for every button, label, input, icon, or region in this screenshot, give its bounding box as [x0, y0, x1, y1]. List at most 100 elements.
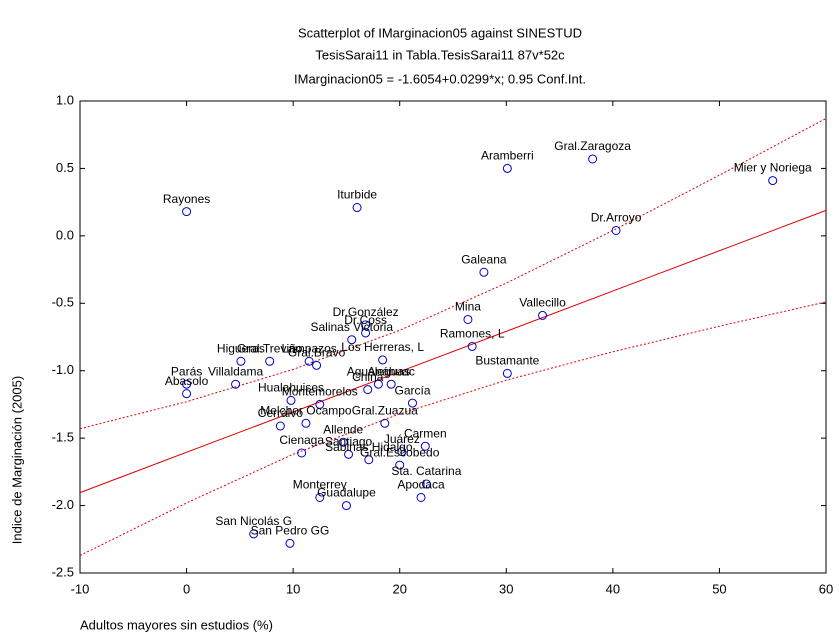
data-point [502, 368, 512, 378]
point-label: Gral.Zaragoza [554, 139, 631, 153]
data-point [297, 448, 307, 458]
data-point [397, 447, 407, 457]
point-label: Gral.Escobedo [360, 445, 440, 459]
y-tick-label: -2.0 [52, 497, 74, 512]
data-point [338, 437, 348, 447]
point-label: Anáhuac [368, 364, 415, 378]
point-label: Santiago [325, 434, 373, 448]
data-point [344, 449, 354, 459]
point-label: Lampazos [281, 341, 336, 355]
data-point [363, 385, 373, 395]
confidence-lower [79, 301, 827, 556]
data-point [373, 379, 383, 389]
point-label: Guadalupe [317, 486, 376, 500]
x-tick-label: 10 [286, 581, 300, 596]
data-point [420, 441, 430, 451]
fit-equation: IMarginacion05 = -1.6054+0.0299*x; 0.95 … [294, 71, 586, 86]
data-point [341, 501, 351, 511]
x-axis-title: Adultos mayores sin estudios (%) [80, 617, 273, 632]
point-label: Apodaca [397, 478, 445, 492]
data-point [416, 492, 426, 502]
data-point [312, 360, 322, 370]
data-point [408, 398, 418, 408]
data-point [378, 355, 388, 365]
data-point [463, 314, 473, 324]
point-label: Salinas Victoria [311, 320, 394, 334]
point-label: Dr.González [333, 305, 399, 319]
data-point [315, 492, 325, 502]
point-label: Hualahuises [258, 381, 324, 395]
point-label: Abasolo [165, 374, 209, 388]
data-point [285, 538, 295, 548]
point-label: Iturbide [337, 188, 377, 202]
data-point [380, 418, 390, 428]
point-label: Mina [455, 300, 481, 314]
data-point [467, 341, 477, 351]
data-point [182, 207, 192, 217]
point-label: Villaldama [208, 364, 263, 378]
y-tick-label: -1.0 [52, 362, 74, 377]
confidence-upper [79, 118, 827, 430]
point-label: Carmen [404, 426, 447, 440]
point-label: Melchor Ocampo [260, 403, 352, 417]
point-label: Rayones [163, 192, 210, 206]
x-tick-label: 0 [183, 581, 190, 596]
x-tick-label: 60 [819, 581, 833, 596]
data-point [538, 310, 548, 320]
data-point [275, 421, 285, 431]
data-point [611, 225, 621, 235]
data-point [182, 389, 192, 399]
data-point [265, 356, 275, 366]
data-point [395, 460, 405, 470]
data-point [768, 176, 778, 186]
point-label: Montemorelos [282, 385, 358, 399]
y-axis-title: Indice de Marginación (2005) [9, 376, 24, 544]
regression-line [79, 209, 827, 494]
point-label: Sabinas Hidalgo [325, 440, 413, 454]
x-tick-label: 20 [392, 581, 406, 596]
point-label: Sta. Catarina [391, 464, 461, 478]
chart-title: Scatterplot of IMarginacion05 against SI… [298, 25, 582, 40]
point-label: San Pedro GG [251, 524, 330, 538]
point-label: García [394, 383, 430, 397]
data-point [236, 356, 246, 366]
point-label: Gral.Zuazua [352, 403, 418, 417]
data-point [361, 328, 371, 338]
point-label: Cienaga [279, 433, 324, 447]
point-label: San Nicolás G [215, 514, 292, 528]
data-point [588, 154, 598, 164]
data-point [364, 455, 374, 465]
point-label: Gral.Bravo [288, 345, 346, 359]
point-label: Agualeguas [347, 364, 410, 378]
y-tick-label: 0.5 [56, 160, 74, 175]
data-point [386, 379, 396, 389]
x-tick-label: -10 [71, 581, 90, 596]
x-tick-label: 30 [499, 581, 513, 596]
point-label: China [352, 370, 384, 384]
data-point [479, 267, 489, 277]
point-label: Parás [171, 364, 202, 378]
x-tick-label: 40 [606, 581, 620, 596]
data-point [352, 203, 362, 213]
data-point [315, 399, 325, 409]
y-tick-label: -0.5 [52, 295, 74, 310]
point-label: Gral.Treviño [237, 341, 303, 355]
data-point [304, 356, 314, 366]
data-point [249, 529, 259, 539]
point-label: Cerralvo [258, 406, 304, 420]
data-point [502, 163, 512, 173]
point-label: Bustamante [475, 354, 539, 368]
y-tick-label: -1.5 [52, 430, 74, 445]
point-label: Allende [323, 422, 363, 436]
data-point [421, 479, 431, 489]
point-label: Ramones, L [440, 327, 505, 341]
data-point [347, 335, 357, 345]
point-label: Dr.Arroyo [591, 211, 642, 225]
plot-frame [79, 100, 827, 574]
data-point [286, 395, 296, 405]
point-label: Dr.Coss [344, 313, 387, 327]
point-label: Aramberri [481, 149, 534, 163]
data-point [301, 418, 311, 428]
data-point [182, 379, 192, 389]
